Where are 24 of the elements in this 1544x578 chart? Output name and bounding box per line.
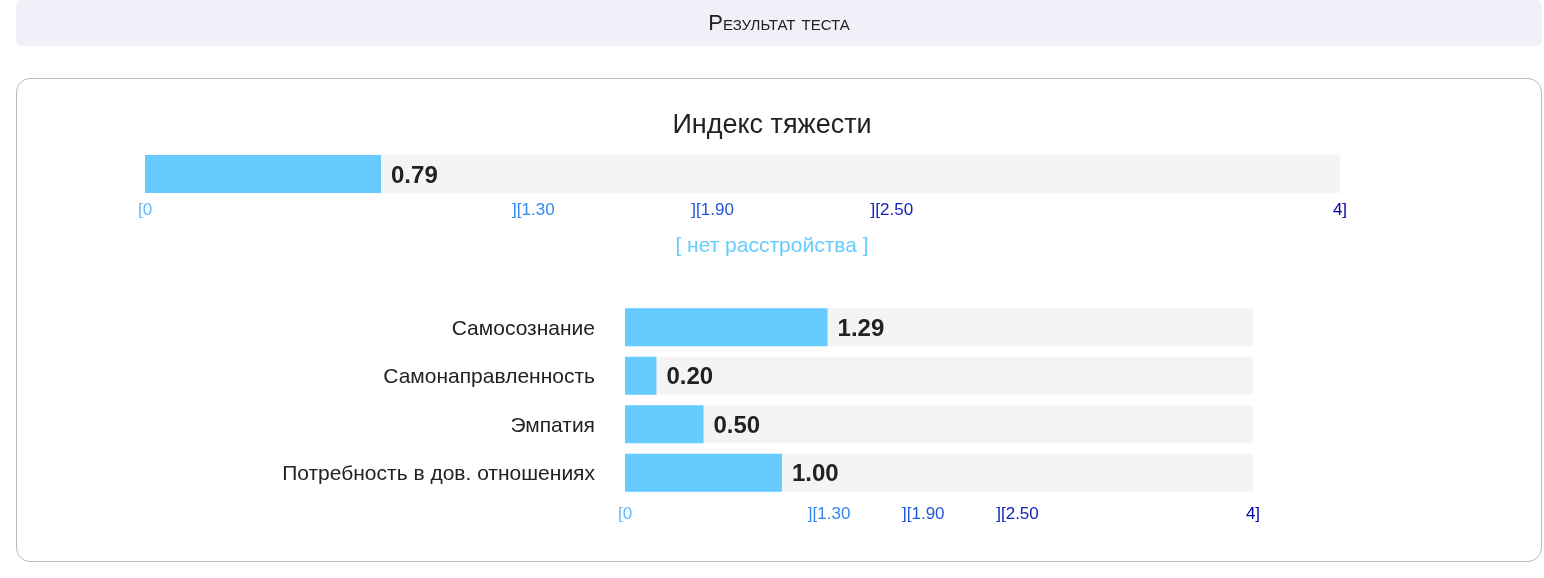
x-tick-label: ][1.30 (512, 200, 555, 219)
data-label: 0.79 (391, 160, 438, 188)
y-tick-label: Потребность в дов. отношениях (282, 461, 596, 485)
text: Результат теста (16, 0, 1542, 46)
chart-title: Индекс тяжести (672, 108, 872, 139)
y-tick-label: Самонаправленность (383, 364, 596, 388)
x-tick-label: ][2.50 (870, 200, 914, 219)
y-tick-label: Самосознание (451, 315, 595, 339)
x-tick-label: 4] (1245, 504, 1261, 523)
bar (625, 405, 704, 444)
data-label: 0.20 (666, 362, 714, 390)
x-tick-label: ][1.30 (807, 504, 851, 523)
x-tick-label: [0 (617, 504, 633, 523)
x-tick-label: [0 (137, 200, 153, 219)
data-label: 1.29 (837, 313, 885, 341)
y-tick-label: Эмпатия (510, 412, 595, 436)
text: [ нет расстройства ] (674, 233, 870, 257)
data-label: 0.50 (713, 410, 761, 438)
x-tick-label: ][2.50 (996, 504, 1039, 523)
x-tick-label: ][1.90 (691, 200, 734, 219)
x-tick-label: 4] (1332, 200, 1348, 219)
data-label: 1.00 (792, 459, 839, 487)
x-tick-label: ][1.90 (902, 504, 945, 523)
bar (625, 356, 657, 395)
